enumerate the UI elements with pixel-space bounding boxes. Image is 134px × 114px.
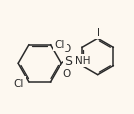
Text: O: O bbox=[62, 44, 70, 54]
Text: NH: NH bbox=[75, 56, 91, 66]
Text: S: S bbox=[64, 54, 72, 67]
Text: Cl: Cl bbox=[14, 78, 24, 88]
Text: O: O bbox=[62, 68, 70, 78]
Text: I: I bbox=[97, 28, 100, 38]
Text: Cl: Cl bbox=[55, 40, 65, 50]
